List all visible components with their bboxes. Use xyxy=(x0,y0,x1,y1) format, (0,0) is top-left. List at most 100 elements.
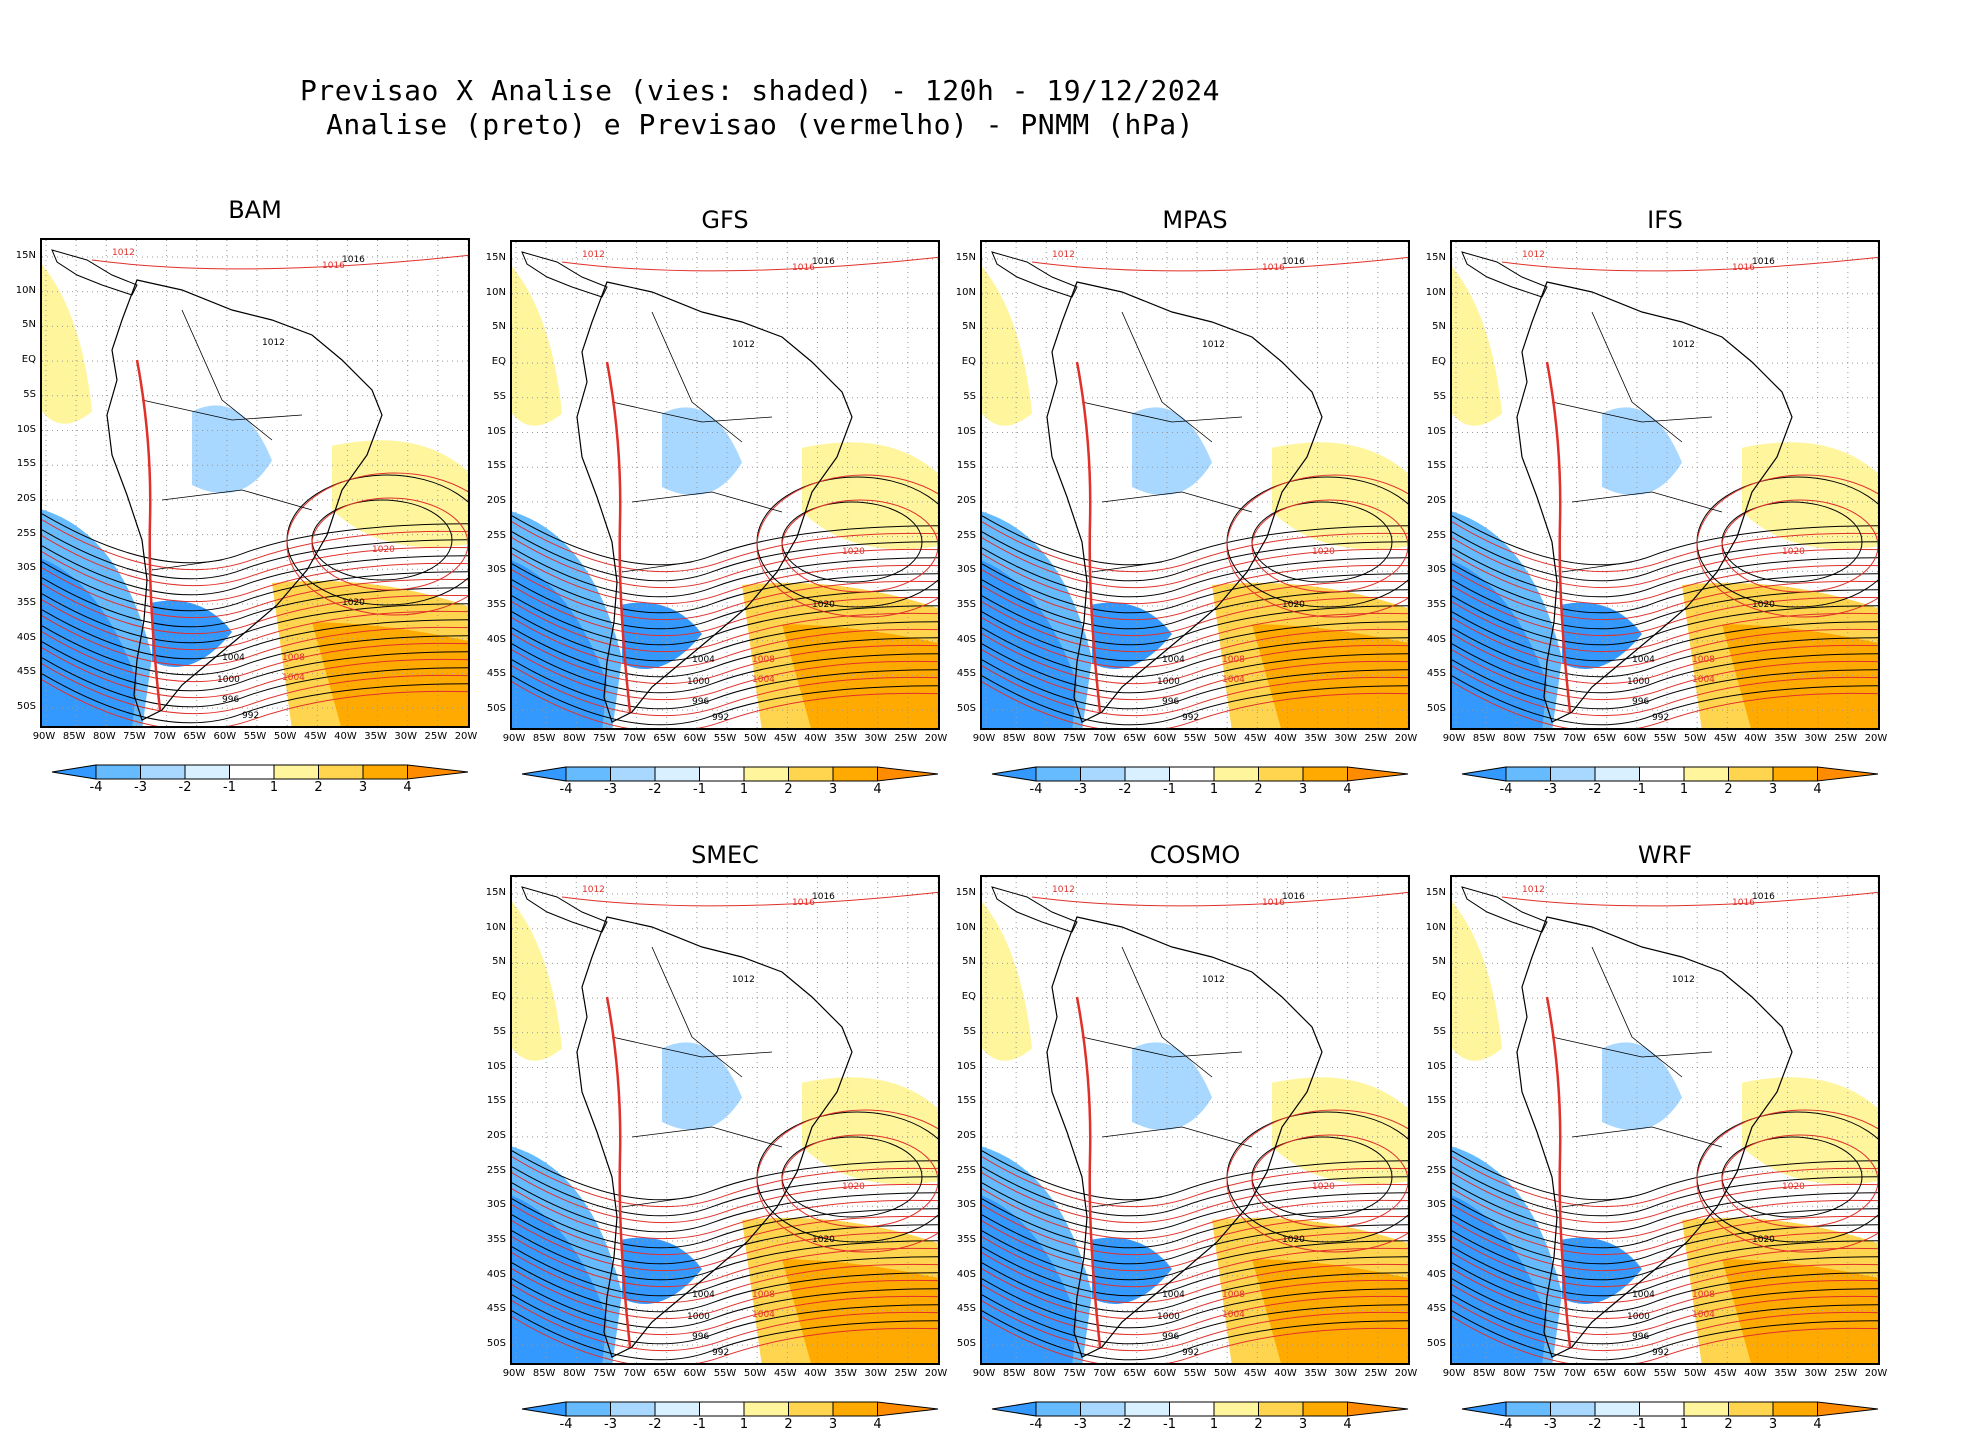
analysis-contour xyxy=(982,1150,1408,1201)
colorbar-swatch xyxy=(654,766,700,782)
lat-tick-label: 5S xyxy=(1433,1025,1446,1037)
bias-shading xyxy=(1132,407,1212,496)
colorbar-tick-label: 2 xyxy=(1254,782,1263,797)
analysis-contour-label: 1012 xyxy=(1672,340,1695,350)
analysis-contour-label: 1004 xyxy=(1162,1290,1185,1300)
country-border xyxy=(1571,1126,1723,1148)
lon-tick-label: 20W xyxy=(1864,1368,1888,1379)
forecast-contour xyxy=(781,499,938,593)
colorbar-swatch xyxy=(832,1401,878,1417)
analysis-contour xyxy=(512,531,938,582)
analysis-contour-label: 1020 xyxy=(342,598,365,608)
forecast-contour xyxy=(42,647,468,699)
lon-tick-label: 80W xyxy=(562,1368,586,1379)
lon-tick-label: 25W xyxy=(424,731,448,742)
colorbar-swatch xyxy=(565,1401,611,1417)
lon-tick-label: 25W xyxy=(1364,1368,1388,1379)
colorbar-tick-label: 2 xyxy=(1724,1417,1733,1432)
forecast-contour xyxy=(512,1236,938,1288)
forecast-contour xyxy=(512,1156,938,1208)
forecast-contour xyxy=(512,617,938,669)
lon-tick-label: 85W xyxy=(62,731,86,742)
analysis-contour xyxy=(1452,1166,1878,1217)
lat-tick-label: 15S xyxy=(486,1095,506,1107)
colorbar-swatch xyxy=(699,1401,745,1417)
colorbar-swatch xyxy=(1817,1401,1879,1417)
colorbar-tick-label: -3 xyxy=(604,1417,617,1432)
colorbar: -4 -3 -2 -1 1 2 3 4 xyxy=(1460,766,1880,802)
bias-shading xyxy=(1452,1195,1547,1363)
country-border xyxy=(1101,491,1253,513)
colorbar-swatch xyxy=(991,1401,1037,1417)
colorbar-swatch xyxy=(1728,766,1774,782)
lon-tick-label: 55W xyxy=(1653,733,1677,744)
analysis-contour xyxy=(1452,1310,1878,1361)
country-border xyxy=(161,489,313,511)
lat-tick-label: 35S xyxy=(486,1234,506,1245)
analysis-contour xyxy=(512,1310,938,1361)
title-line-2: Analise (preto) e Previsao (vermelho) - … xyxy=(326,108,1194,141)
forecast-contour-label: 1004 xyxy=(1692,675,1715,685)
colorbar: -4 -3 -2 -1 1 2 3 4 xyxy=(520,766,940,802)
colorbar-tick-label: -3 xyxy=(1544,782,1557,797)
lon-tick-label: 35W xyxy=(1774,1368,1797,1379)
forecast-contour xyxy=(982,521,1408,573)
lon-tick-label: 30W xyxy=(864,733,888,744)
lat-tick-label: 40S xyxy=(1426,633,1446,645)
colorbar-tick-label: -2 xyxy=(1588,1417,1602,1432)
forecast-contour-label: 1016 xyxy=(1732,898,1755,908)
lat-tick-label: 5N xyxy=(962,321,976,333)
lon-tick-label: 30W xyxy=(1804,733,1828,744)
colorbar: -4 -3 -2 -1 1 2 3 4 xyxy=(990,1401,1410,1437)
lat-tick-label: 5S xyxy=(23,388,36,400)
analysis-contour xyxy=(982,1246,1408,1297)
lat-tick-label: 10S xyxy=(956,425,976,437)
lon-tick-label: 55W xyxy=(1183,1368,1207,1379)
forecast-contour-label: 1004 xyxy=(752,1310,775,1320)
lat-tick-label: 10N xyxy=(485,921,506,933)
lon-tick-label: 60W xyxy=(1153,1368,1177,1379)
analysis-contour xyxy=(982,1230,1408,1281)
analysis-contour xyxy=(982,659,1408,710)
lat-tick-label: EQ xyxy=(961,356,976,368)
lat-tick-label: 25S xyxy=(486,1164,506,1176)
analysis-contour-label: 1016 xyxy=(1752,892,1775,902)
lat-tick-label: 10N xyxy=(15,284,36,296)
colorbar-tick-label: 3 xyxy=(828,1417,838,1432)
bias-shading xyxy=(782,624,938,728)
lat-tick-label: 40S xyxy=(1426,1268,1446,1280)
analysis-contour xyxy=(42,513,468,564)
forecast-contour-label: 1012 xyxy=(582,250,605,260)
forecast-contour xyxy=(512,681,938,728)
colorbar-swatch xyxy=(1213,1401,1259,1417)
lon-tick-label: 65W xyxy=(653,733,677,744)
analysis-contour xyxy=(982,1294,1408,1345)
analysis-contour-label: 1004 xyxy=(1162,655,1185,665)
forecast-contour xyxy=(91,254,468,270)
lon-tick-label: 90W xyxy=(1442,733,1466,744)
title-line-1: Previsao X Analise (vies: shaded) - 120h… xyxy=(300,74,1220,107)
country-border xyxy=(1551,401,1713,423)
country-border xyxy=(1091,561,1163,573)
lon-tick-label: 75W xyxy=(1063,733,1086,744)
analysis-contour-label: 1012 xyxy=(1672,975,1695,985)
country-border xyxy=(1091,1196,1163,1208)
forecast-contour-label: 1008 xyxy=(752,655,775,665)
colorbar-swatch xyxy=(95,764,141,780)
colorbar-tick-label: 2 xyxy=(1254,1417,1263,1432)
forecast-contour xyxy=(512,553,938,605)
forecast-contour xyxy=(512,1204,938,1256)
bias-shading xyxy=(662,1042,742,1131)
lon-tick-label: 65W xyxy=(653,1368,677,1379)
forecast-contour xyxy=(1452,681,1878,728)
analysis-contour-label: 1004 xyxy=(692,655,715,665)
forecast-contour xyxy=(756,1109,938,1253)
forecast-contour xyxy=(512,585,938,637)
colorbar-tick-label: 2 xyxy=(314,780,323,795)
lon-tick-label: 75W xyxy=(1063,1368,1086,1379)
colorbar-scale xyxy=(51,764,469,780)
colorbar-tick-label: -1 xyxy=(1163,1417,1176,1432)
analysis-contour-label: 1016 xyxy=(812,892,835,902)
